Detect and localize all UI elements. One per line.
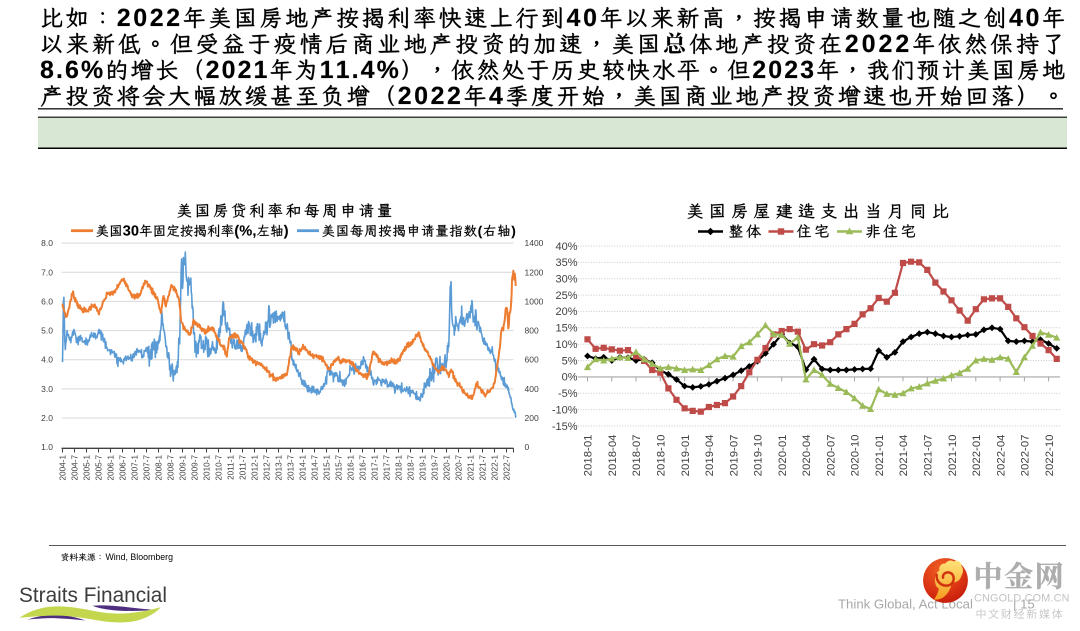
svg-text:2016-1: 2016-1 [347, 455, 356, 481]
svg-text:2017-1: 2017-1 [371, 455, 380, 481]
svg-text:2004-7: 2004-7 [71, 455, 80, 481]
svg-text:2021-01: 2021-01 [874, 435, 886, 477]
svg-text:2018-10: 2018-10 [656, 435, 668, 477]
svg-text:2010-7: 2010-7 [215, 455, 224, 481]
svg-text:2009-7: 2009-7 [191, 455, 200, 481]
svg-text:20%: 20% [555, 306, 577, 318]
svg-text:Straits Financial: Straits Financial [19, 584, 167, 607]
svg-text:2020-07: 2020-07 [825, 435, 837, 477]
svg-text:2018-04: 2018-04 [607, 435, 619, 477]
svg-text:2019-04: 2019-04 [704, 435, 716, 477]
svg-text:1400: 1400 [525, 238, 544, 248]
svg-text:2008-1: 2008-1 [155, 455, 164, 481]
svg-text:5.0: 5.0 [41, 326, 53, 336]
svg-text:15%: 15% [555, 323, 577, 335]
svg-text:2022-07: 2022-07 [1020, 435, 1032, 477]
svg-text:3.0: 3.0 [41, 384, 53, 394]
svg-text:2008-7: 2008-7 [167, 455, 176, 481]
svg-text:400: 400 [525, 384, 539, 394]
svg-text:200: 200 [525, 413, 539, 423]
svg-text:2014-7: 2014-7 [311, 455, 320, 481]
svg-text:2019-7: 2019-7 [431, 455, 440, 481]
svg-text:2004-1: 2004-1 [59, 455, 68, 481]
svg-text:30%: 30% [555, 274, 577, 286]
svg-text:7.0: 7.0 [41, 267, 53, 277]
svg-text:2016-7: 2016-7 [359, 455, 368, 481]
svg-text:0: 0 [525, 442, 530, 452]
svg-text:2020-01: 2020-01 [777, 435, 789, 477]
svg-text:2018-1: 2018-1 [395, 455, 404, 481]
svg-text:2022-7: 2022-7 [503, 455, 512, 481]
svg-text:2021-7: 2021-7 [479, 455, 488, 481]
svg-text:4.0: 4.0 [41, 355, 53, 365]
svg-text:2022-1: 2022-1 [491, 455, 500, 481]
svg-text:2005-1: 2005-1 [83, 455, 92, 481]
svg-text:-15%: -15% [552, 421, 578, 433]
svg-text:5%: 5% [562, 355, 578, 367]
svg-text:1000: 1000 [525, 296, 544, 306]
svg-text:1200: 1200 [525, 267, 544, 277]
svg-text:35%: 35% [555, 257, 577, 269]
svg-text:0%: 0% [562, 372, 578, 384]
svg-text:2020-7: 2020-7 [455, 455, 464, 481]
svg-text:6.0: 6.0 [41, 296, 53, 306]
svg-text:2019-01: 2019-01 [680, 435, 692, 477]
svg-text:2020-1: 2020-1 [443, 455, 452, 481]
svg-text:8.0: 8.0 [41, 238, 53, 248]
svg-text:10%: 10% [555, 339, 577, 351]
svg-text:2009-1: 2009-1 [179, 455, 188, 481]
svg-text:2015-7: 2015-7 [335, 455, 344, 481]
svg-text:2019-1: 2019-1 [419, 455, 428, 481]
svg-text:2015-1: 2015-1 [323, 455, 332, 481]
svg-text:Wind, Bloomberg: Wind, Bloomberg [106, 552, 174, 562]
svg-text:40%: 40% [555, 241, 577, 253]
svg-text:| 15: | 15 [1013, 597, 1035, 612]
svg-text:600: 600 [525, 355, 539, 365]
svg-text:2005-7: 2005-7 [95, 455, 104, 481]
svg-text:2014-1: 2014-1 [299, 455, 308, 481]
svg-text:-10%: -10% [552, 404, 578, 416]
svg-text:1.0: 1.0 [41, 442, 53, 452]
svg-text:CNGOLD.COM.CN: CNGOLD.COM.CN [974, 593, 1070, 605]
svg-text:2019-10: 2019-10 [753, 435, 765, 477]
svg-text:2013-7: 2013-7 [287, 455, 296, 481]
svg-text:2007-1: 2007-1 [131, 455, 140, 481]
svg-text:2022-10: 2022-10 [1044, 435, 1056, 477]
svg-text:2.0: 2.0 [41, 413, 53, 423]
svg-text:2011-7: 2011-7 [239, 455, 248, 480]
svg-text:2007-7: 2007-7 [143, 455, 152, 481]
svg-text:2022-01: 2022-01 [971, 435, 983, 477]
svg-text:2021-10: 2021-10 [947, 435, 959, 477]
svg-text:2020-04: 2020-04 [801, 435, 813, 477]
svg-text:2018-07: 2018-07 [631, 435, 643, 477]
svg-text:2012-7: 2012-7 [263, 455, 272, 481]
svg-text:2018-7: 2018-7 [407, 455, 416, 481]
svg-text:25%: 25% [555, 290, 577, 302]
svg-text:2022-04: 2022-04 [995, 435, 1007, 477]
svg-text:2019-07: 2019-07 [728, 435, 740, 477]
svg-text:2021-1: 2021-1 [467, 455, 476, 481]
svg-text:2017-7: 2017-7 [383, 455, 392, 481]
svg-text:2013-1: 2013-1 [275, 455, 284, 481]
svg-text:2018-01: 2018-01 [583, 435, 595, 477]
svg-text:2010-1: 2010-1 [203, 455, 212, 481]
svg-text:2021-07: 2021-07 [923, 435, 935, 477]
svg-text:2020-10: 2020-10 [850, 435, 862, 477]
svg-text:2021-04: 2021-04 [898, 435, 910, 477]
svg-text:2006-1: 2006-1 [107, 455, 116, 481]
svg-text:800: 800 [525, 326, 539, 336]
svg-text:2012-1: 2012-1 [251, 455, 260, 481]
svg-text:2011-1: 2011-1 [227, 455, 236, 480]
svg-text:2006-7: 2006-7 [119, 455, 128, 481]
svg-text:-5%: -5% [558, 388, 578, 400]
